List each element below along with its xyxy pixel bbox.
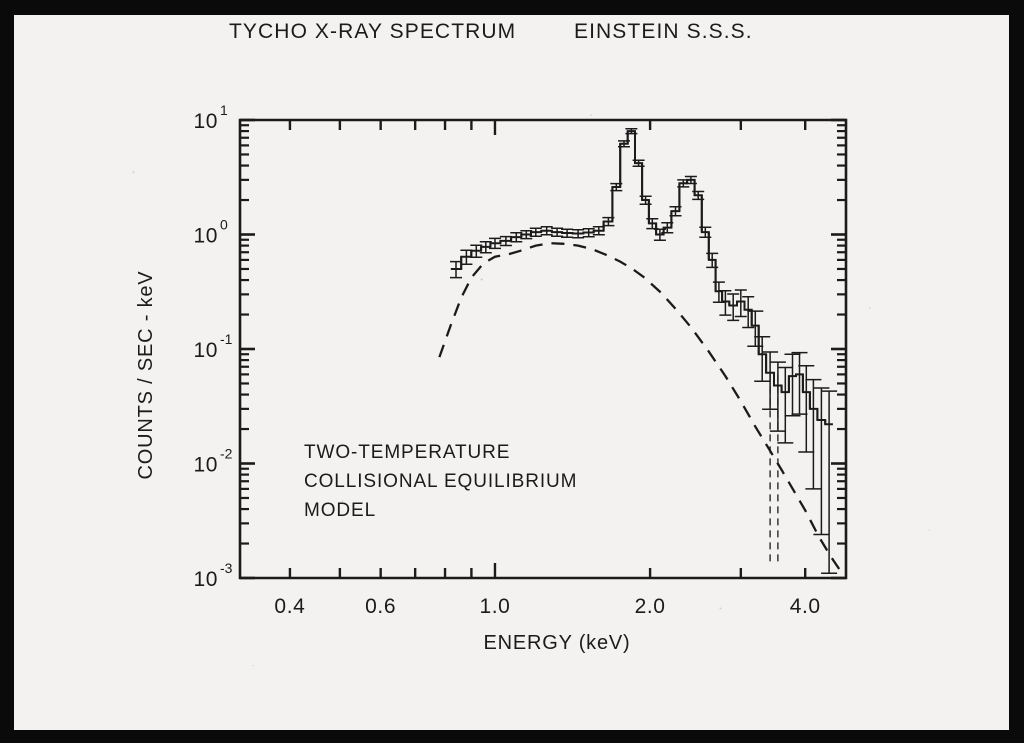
y-tick-label: 10 -1 bbox=[193, 331, 232, 362]
svg-text:10: 10 bbox=[193, 110, 218, 133]
svg-text:10: 10 bbox=[193, 568, 218, 591]
svg-text:10: 10 bbox=[193, 454, 218, 477]
svg-text:0: 0 bbox=[220, 217, 228, 233]
svg-text:-2: -2 bbox=[220, 446, 233, 462]
y-axis-title: COUNTS / SEC - keV bbox=[135, 271, 157, 480]
model-curve bbox=[438, 242, 845, 577]
upper-limit-bars bbox=[769, 374, 779, 565]
x-tick-label: 4.0 bbox=[790, 595, 821, 618]
y-tick-label: 10 -2 bbox=[193, 446, 232, 477]
spectrum-figure: TYCHO X-RAY SPECTRUM EINSTEIN S.S.S. COU… bbox=[14, 15, 1009, 730]
y-tick-label: 10 1 bbox=[193, 102, 228, 133]
x-tick-label: 2.0 bbox=[635, 595, 666, 618]
data-histogram bbox=[450, 130, 833, 426]
data-error-bars bbox=[450, 127, 838, 575]
slide-surface: TYCHO X-RAY SPECTRUM EINSTEIN S.S.S. COU… bbox=[14, 15, 1009, 730]
model-annotation: TWO-TEMPERATURE COLLISIONAL EQUILIBRIUM MO… bbox=[304, 442, 577, 521]
chart-title-left: TYCHO X-RAY SPECTRUM bbox=[229, 20, 516, 43]
model-dashed-line bbox=[438, 242, 845, 577]
chart-title-right: EINSTEIN S.S.S. bbox=[574, 20, 753, 43]
svg-text:-3: -3 bbox=[220, 560, 233, 576]
svg-text:1: 1 bbox=[220, 102, 228, 118]
x-tick-label: 0.6 bbox=[365, 595, 396, 618]
annotation-line: COLLISIONAL EQUILIBRIUM bbox=[304, 471, 577, 492]
observed-step-risers bbox=[460, 131, 827, 425]
error-bar-lines bbox=[450, 127, 838, 575]
annotation-line: TWO-TEMPERATURE bbox=[304, 442, 510, 463]
x-tick-label: 1.0 bbox=[479, 595, 510, 618]
x-axis-tick-labels: 0.4 0.6 1.0 2.0 4.0 bbox=[274, 595, 820, 618]
svg-text:10: 10 bbox=[193, 339, 218, 362]
x-tick-label: 0.4 bbox=[274, 595, 305, 618]
y-tick-label: 10 0 bbox=[193, 217, 228, 248]
svg-text:10: 10 bbox=[193, 225, 218, 248]
svg-text:-1: -1 bbox=[220, 331, 233, 347]
spectrum-plot: TYCHO X-RAY SPECTRUM EINSTEIN S.S.S. COU… bbox=[135, 20, 848, 654]
x-axis-ticks bbox=[288, 120, 807, 578]
annotation-line: MODEL bbox=[304, 500, 376, 521]
y-tick-label: 10 -3 bbox=[193, 560, 232, 591]
y-axis-ticks bbox=[240, 118, 846, 580]
x-axis-title: ENERGY (keV) bbox=[483, 632, 630, 654]
